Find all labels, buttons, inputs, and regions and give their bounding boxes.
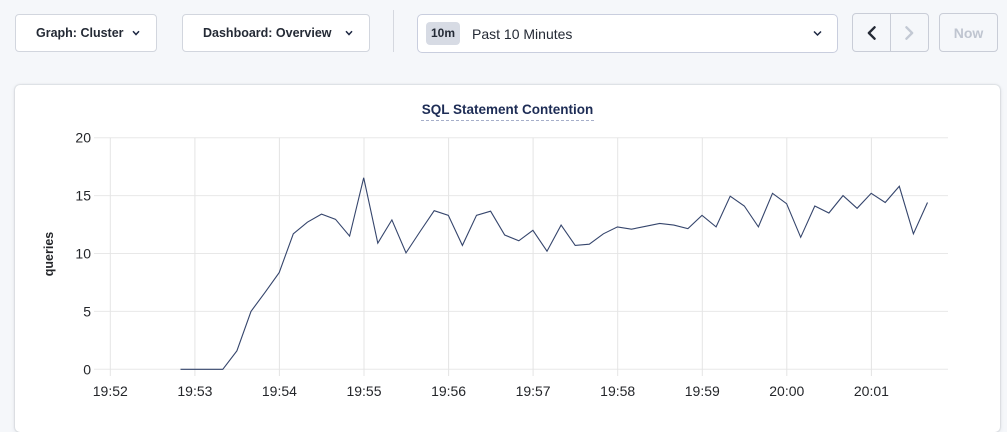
svg-text:19:58: 19:58 — [600, 383, 635, 399]
svg-text:20: 20 — [75, 130, 91, 146]
svg-text:5: 5 — [83, 303, 91, 319]
svg-text:19:59: 19:59 — [685, 383, 720, 399]
svg-text:19:54: 19:54 — [262, 383, 297, 399]
svg-text:15: 15 — [75, 188, 91, 204]
svg-text:queries: queries — [42, 232, 56, 277]
svg-text:19:52: 19:52 — [93, 383, 128, 399]
svg-text:0: 0 — [83, 361, 91, 377]
svg-text:19:55: 19:55 — [346, 383, 381, 399]
svg-text:19:56: 19:56 — [431, 383, 466, 399]
svg-text:20:01: 20:01 — [854, 383, 889, 399]
svg-text:10: 10 — [75, 246, 91, 262]
svg-text:19:53: 19:53 — [177, 383, 212, 399]
svg-text:20:00: 20:00 — [769, 383, 804, 399]
svg-text:19:57: 19:57 — [516, 383, 551, 399]
